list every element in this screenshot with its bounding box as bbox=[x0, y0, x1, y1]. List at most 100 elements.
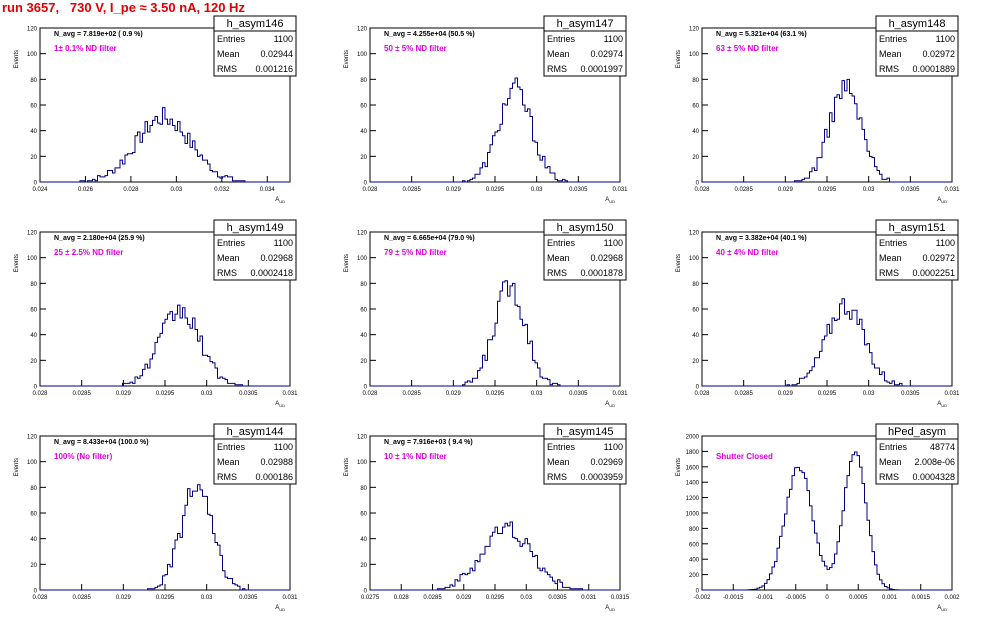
y-axis-label: Events bbox=[14, 458, 20, 476]
stats-box: h_asym146 Entries 1100 Mean 0.02944 RMS 0.0012… bbox=[213, 15, 297, 77]
x-tick-label: 0.0305 bbox=[239, 595, 258, 601]
x-tick-label: 0.031 bbox=[612, 391, 628, 397]
y-tick-label: 60 bbox=[30, 308, 37, 314]
run-title: run 3657, 730 V, I_pe ≈ 3.50 nA, 120 Hz bbox=[2, 0, 245, 15]
histogram-name: h_asym148 bbox=[889, 18, 946, 30]
y-tick-label: 1200 bbox=[686, 496, 700, 502]
y-tick-label: 80 bbox=[360, 282, 367, 288]
x-tick-label: 0.028 bbox=[32, 391, 48, 397]
y-tick-label: 0 bbox=[696, 181, 700, 187]
x-tick-label: 0.029 bbox=[778, 187, 794, 193]
stat-label: Entries bbox=[217, 238, 246, 248]
x-tick-label: 0.0285 bbox=[402, 187, 421, 193]
x-tick-label: 0.0285 bbox=[402, 391, 421, 397]
x-tick-label: 0.029 bbox=[116, 595, 132, 601]
x-tick-label: 0.026 bbox=[78, 187, 94, 193]
x-tick-label: 0.034 bbox=[260, 187, 276, 193]
stat-value: 1100 bbox=[604, 34, 623, 44]
stats-box-frame bbox=[875, 423, 959, 485]
stat-label: RMS bbox=[879, 268, 899, 278]
stat-value: 0.02969 bbox=[590, 457, 623, 467]
y-tick-label: 60 bbox=[360, 512, 367, 518]
stats-box: h_asym149 Entries 1100 Mean 0.02968 RMS 0.0002… bbox=[213, 219, 297, 281]
x-tick-label: 0.0285 bbox=[72, 595, 91, 601]
filter-label: 40 ± 4% ND filter bbox=[716, 248, 779, 257]
stats-box: hPed_asym Entries 48774 Mean 2.008e-06 RMS 0.0… bbox=[875, 423, 959, 485]
x-tick-label: 0.0005 bbox=[849, 595, 868, 601]
stat-value: 1100 bbox=[936, 238, 955, 248]
stat-value: 1100 bbox=[604, 442, 623, 452]
histogram-line bbox=[370, 280, 620, 387]
x-tick-label: 0.0305 bbox=[569, 187, 588, 193]
stats-box-frame bbox=[543, 423, 627, 485]
x-tick-label: 0.0305 bbox=[548, 595, 567, 601]
y-tick-label: 60 bbox=[360, 308, 367, 314]
stats-box: h_asym144 Entries 1100 Mean 0.02988 RMS 0.0001… bbox=[213, 423, 297, 485]
x-axis-label: AUD bbox=[275, 605, 285, 612]
stat-value: 1100 bbox=[274, 238, 293, 248]
stat-label: Entries bbox=[547, 442, 576, 452]
histogram-panel-h_asym150: 0 20 40 60 80 100 120 0.028 0.0285 0.029 0.0295 0.0… bbox=[344, 219, 628, 408]
stat-label: Entries bbox=[217, 34, 246, 44]
x-axis-label: AUD bbox=[937, 401, 947, 408]
histogram-line bbox=[40, 484, 290, 591]
x-tick-label: 0.028 bbox=[362, 187, 378, 193]
stat-label: Mean bbox=[879, 253, 902, 263]
x-tick-label: 0.0295 bbox=[156, 595, 175, 601]
stat-value: 0.0002418 bbox=[250, 268, 293, 278]
y-tick-label: 20 bbox=[692, 359, 699, 365]
x-tick-label: 0.031 bbox=[282, 391, 298, 397]
stats-box-frame bbox=[543, 219, 627, 281]
stat-label: Entries bbox=[879, 34, 908, 44]
filter-label: 50 ± 5% ND filter bbox=[384, 44, 447, 53]
histogram-name: hPed_asym bbox=[888, 426, 946, 438]
stat-value: 0.001216 bbox=[255, 64, 293, 74]
x-tick-label: 0.028 bbox=[694, 187, 710, 193]
y-tick-label: 1400 bbox=[686, 481, 700, 487]
x-tick-label: 0.031 bbox=[282, 595, 298, 601]
histogram-line bbox=[40, 304, 290, 387]
y-tick-label: 80 bbox=[692, 78, 699, 84]
x-tick-label: 0.031 bbox=[944, 391, 960, 397]
x-tick-label: 0.0275 bbox=[361, 595, 380, 601]
x-tick-label: 0.031 bbox=[581, 595, 597, 601]
n-avg-label: N_avg = 6.665e+04 (79.0 %) bbox=[384, 235, 475, 242]
stat-value: 2.008e-06 bbox=[914, 457, 955, 467]
x-tick-label: 0.0315 bbox=[611, 595, 630, 601]
stat-label: Entries bbox=[547, 34, 576, 44]
stat-value: 1100 bbox=[604, 238, 623, 248]
y-tick-label: 100 bbox=[27, 460, 38, 466]
y-tick-label: 20 bbox=[360, 359, 367, 365]
histogram-name: h_asym144 bbox=[227, 426, 284, 438]
stat-label: Mean bbox=[217, 457, 240, 467]
stat-label: Mean bbox=[879, 457, 902, 467]
histogram-name: h_asym150 bbox=[557, 222, 614, 234]
x-tick-label: 0.0295 bbox=[486, 391, 505, 397]
stats-box-frame bbox=[543, 15, 627, 77]
y-tick-label: 100 bbox=[689, 256, 700, 262]
stat-label: RMS bbox=[547, 268, 567, 278]
stat-value: 0.0004328 bbox=[912, 472, 955, 482]
x-tick-label: 0.029 bbox=[456, 595, 472, 601]
stat-value: 0.02974 bbox=[590, 49, 623, 59]
y-tick-label: 100 bbox=[27, 52, 38, 58]
stat-value: 0.0001878 bbox=[580, 268, 623, 278]
stat-value: 1100 bbox=[936, 34, 955, 44]
stats-box-frame bbox=[213, 423, 297, 485]
n-avg-label: N_avg = 2.180e+04 (25.9 %) bbox=[54, 235, 145, 242]
y-tick-label: 200 bbox=[689, 573, 700, 579]
stat-value: 0.02988 bbox=[260, 457, 293, 467]
y-axis-label: Events bbox=[676, 458, 682, 476]
histogram-line bbox=[702, 298, 952, 387]
y-tick-label: 40 bbox=[692, 129, 699, 135]
x-tick-label: 0.0295 bbox=[156, 391, 175, 397]
stats-box: h_asym145 Entries 1100 Mean 0.02969 RMS 0.0003… bbox=[543, 423, 627, 485]
y-tick-label: 100 bbox=[357, 460, 368, 466]
n-avg-label: N_avg = 3.382e+04 (40.1 %) bbox=[716, 235, 807, 242]
y-tick-label: 120 bbox=[357, 27, 368, 33]
stat-label: RMS bbox=[547, 472, 567, 482]
stat-value: 1100 bbox=[274, 34, 293, 44]
histogram-panel-h_asym147: 0 20 40 60 80 100 120 0.028 0.0285 0.029 0.0295 0.0… bbox=[344, 15, 628, 204]
y-tick-label: 80 bbox=[360, 78, 367, 84]
x-tick-label: 0.03 bbox=[171, 187, 183, 193]
